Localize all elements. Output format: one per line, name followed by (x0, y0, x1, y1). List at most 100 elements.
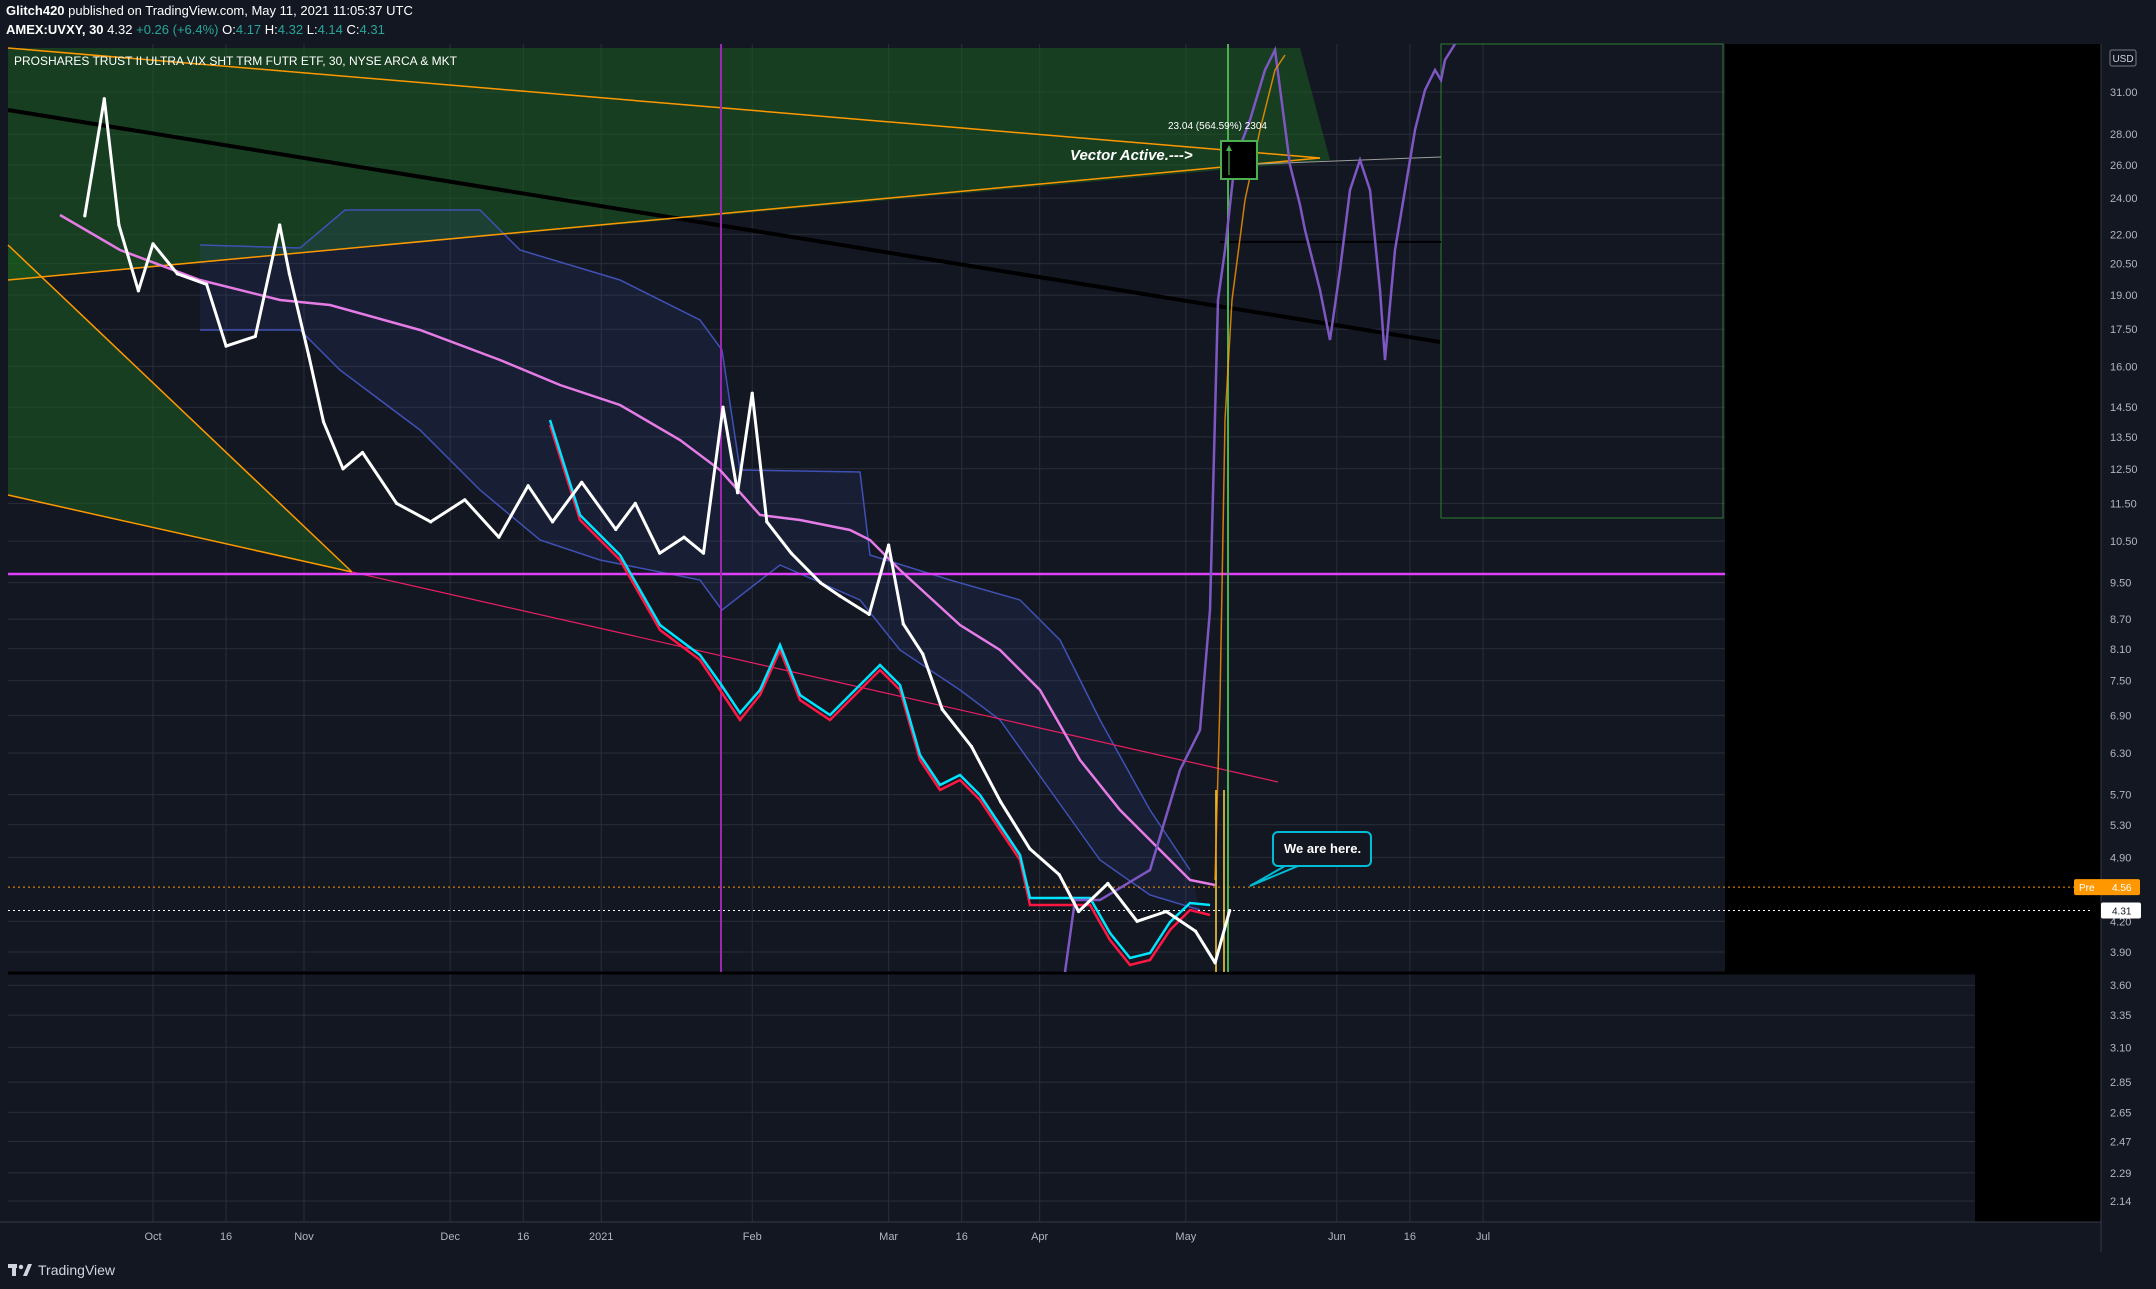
chart-header: Glitch420 published on TradingView.com, … (0, 0, 2156, 44)
high-value: 4.32 (277, 22, 304, 37)
price-tick-label: 13.50 (2110, 432, 2138, 444)
price-point (1213, 961, 1217, 965)
price-point (867, 612, 871, 617)
price-tick-label: 9.50 (2110, 578, 2131, 590)
green-zone-upper (8, 48, 1330, 280)
close-label: C: (346, 22, 360, 37)
price-tick-label: 6.30 (2110, 748, 2131, 760)
time-tick-label: Oct (144, 1231, 161, 1243)
price-point (278, 223, 282, 227)
price-point (204, 282, 209, 286)
grey-trendline (1229, 156, 1442, 166)
time-tick-label: Dec (440, 1231, 460, 1243)
symbol-name[interactable]: AMEX:UVXY, 30 (6, 22, 104, 37)
price-point (682, 535, 686, 539)
vector-active-label: Vector Active.---> (1070, 147, 1193, 164)
price-tick-label: 2.14 (2110, 1196, 2131, 1208)
price-point (341, 467, 345, 471)
price-point (658, 551, 662, 555)
price-point (701, 551, 706, 555)
price-point (1057, 873, 1061, 877)
price-change: +0.26 (+6.4%) (136, 22, 219, 37)
price-points (83, 97, 1232, 965)
time-tick-label: 16 (220, 1231, 232, 1243)
price-tick-label: 14.50 (2110, 402, 2138, 414)
time-tick-label: Jul (1476, 1231, 1490, 1243)
price-point (1164, 909, 1168, 914)
price-point (721, 405, 725, 409)
price-point (614, 527, 618, 532)
price-tick-label: 4.20 (2110, 916, 2131, 928)
tradingview-logo[interactable]: TradingView (8, 1262, 115, 1278)
price-point (999, 800, 1003, 804)
time-tick-label: Nov (294, 1231, 314, 1243)
price-point (287, 272, 292, 276)
callout-pointer (1249, 865, 1299, 887)
price-point (736, 491, 740, 495)
price-tick-label: 16.00 (2110, 361, 2138, 373)
price-point (526, 484, 530, 488)
time-tick-label: 16 (517, 1231, 529, 1243)
price-tick-label: 17.50 (2110, 324, 2138, 336)
price-series-line (83, 97, 1232, 965)
currency-label: USD (2112, 54, 2133, 65)
price-tick-label: 12.50 (2110, 464, 2138, 476)
last-price-badge: 4.31 (2101, 902, 2141, 919)
open-label: O: (222, 22, 236, 37)
price-point (151, 242, 155, 246)
price-tick-label: 5.30 (2110, 820, 2131, 832)
price-point (175, 272, 179, 276)
time-axis[interactable]: Oct 16 Nov Dec 16 2021 Feb Mar 16 Apr May Jun 16 Jul (144, 1231, 1490, 1243)
callout-bubble[interactable]: We are here. (1249, 831, 1372, 887)
publish-info: published on TradingView.com, May 11, 20… (68, 3, 413, 18)
last-badge-box (2101, 902, 2141, 919)
price-tick-label: 4.90 (2110, 852, 2131, 864)
blue-band (200, 210, 1200, 910)
pre-badge-box (2074, 879, 2140, 896)
chart-title: PROSHARES TRUST II ULTRA VIX SHT TRM FUT… (14, 54, 458, 68)
time-tick-label: Feb (743, 1231, 762, 1243)
price-point (1028, 847, 1032, 851)
symbol-line: AMEX:UVXY, 30 4.32 +0.26 (+6.4%) O:4.17 … (6, 22, 385, 37)
price-tick-label: 3.60 (2110, 980, 2131, 992)
price-point (750, 391, 754, 395)
measure-box[interactable] (1220, 140, 1258, 180)
price-tick-label: 28.00 (2110, 129, 2138, 141)
orange-trendline-top (7, 47, 1321, 159)
price-point (429, 520, 433, 524)
price-point (136, 289, 140, 293)
pre-badge-value: 4.56 (2112, 883, 2132, 894)
time-tick-label: Mar (879, 1231, 898, 1243)
price-point (253, 334, 257, 338)
price-point (307, 354, 311, 358)
right-dark-panel (1725, 44, 2101, 972)
measure-arrow-head (1226, 145, 1232, 151)
price-point (550, 520, 555, 524)
orange-trendline-lower (7, 494, 353, 573)
callout-text: We are here. (1284, 841, 1361, 856)
price-tick-label: 8.10 (2110, 644, 2131, 656)
price-tick-label: 2.85 (2110, 1077, 2131, 1089)
open-value: 4.17 (235, 22, 262, 37)
price-point (818, 581, 823, 585)
currency-badge[interactable]: USD (2109, 49, 2137, 67)
moving-average-line (59, 213, 1216, 887)
pre-market-badge: Pre 4.56 (2074, 879, 2140, 896)
price-tick-label: 3.10 (2110, 1042, 2131, 1054)
price-point (901, 622, 905, 626)
price-point (1228, 908, 1232, 913)
author-name[interactable]: Glitch420 (6, 3, 65, 18)
publish-line: Glitch420 published on TradingView.com, … (6, 3, 413, 18)
price-tick-label: 3.35 (2110, 1010, 2131, 1022)
price-tick-label: 2.29 (2110, 1168, 2131, 1180)
orange-trendline-upper (7, 157, 1321, 281)
price-tick-label: 20.50 (2110, 259, 2138, 271)
price-point (321, 420, 326, 424)
price-axis[interactable]: 31.00 28.00 26.00 24.00 22.00 20.50 19.00 17.50… (2110, 87, 2138, 1208)
tradingview-logo-icon (8, 1262, 32, 1278)
price-point (838, 594, 842, 598)
price-tick-label: 26.00 (2110, 160, 2138, 172)
price-tick-label: 10.50 (2110, 536, 2138, 548)
time-tick-label: May (1175, 1231, 1196, 1243)
